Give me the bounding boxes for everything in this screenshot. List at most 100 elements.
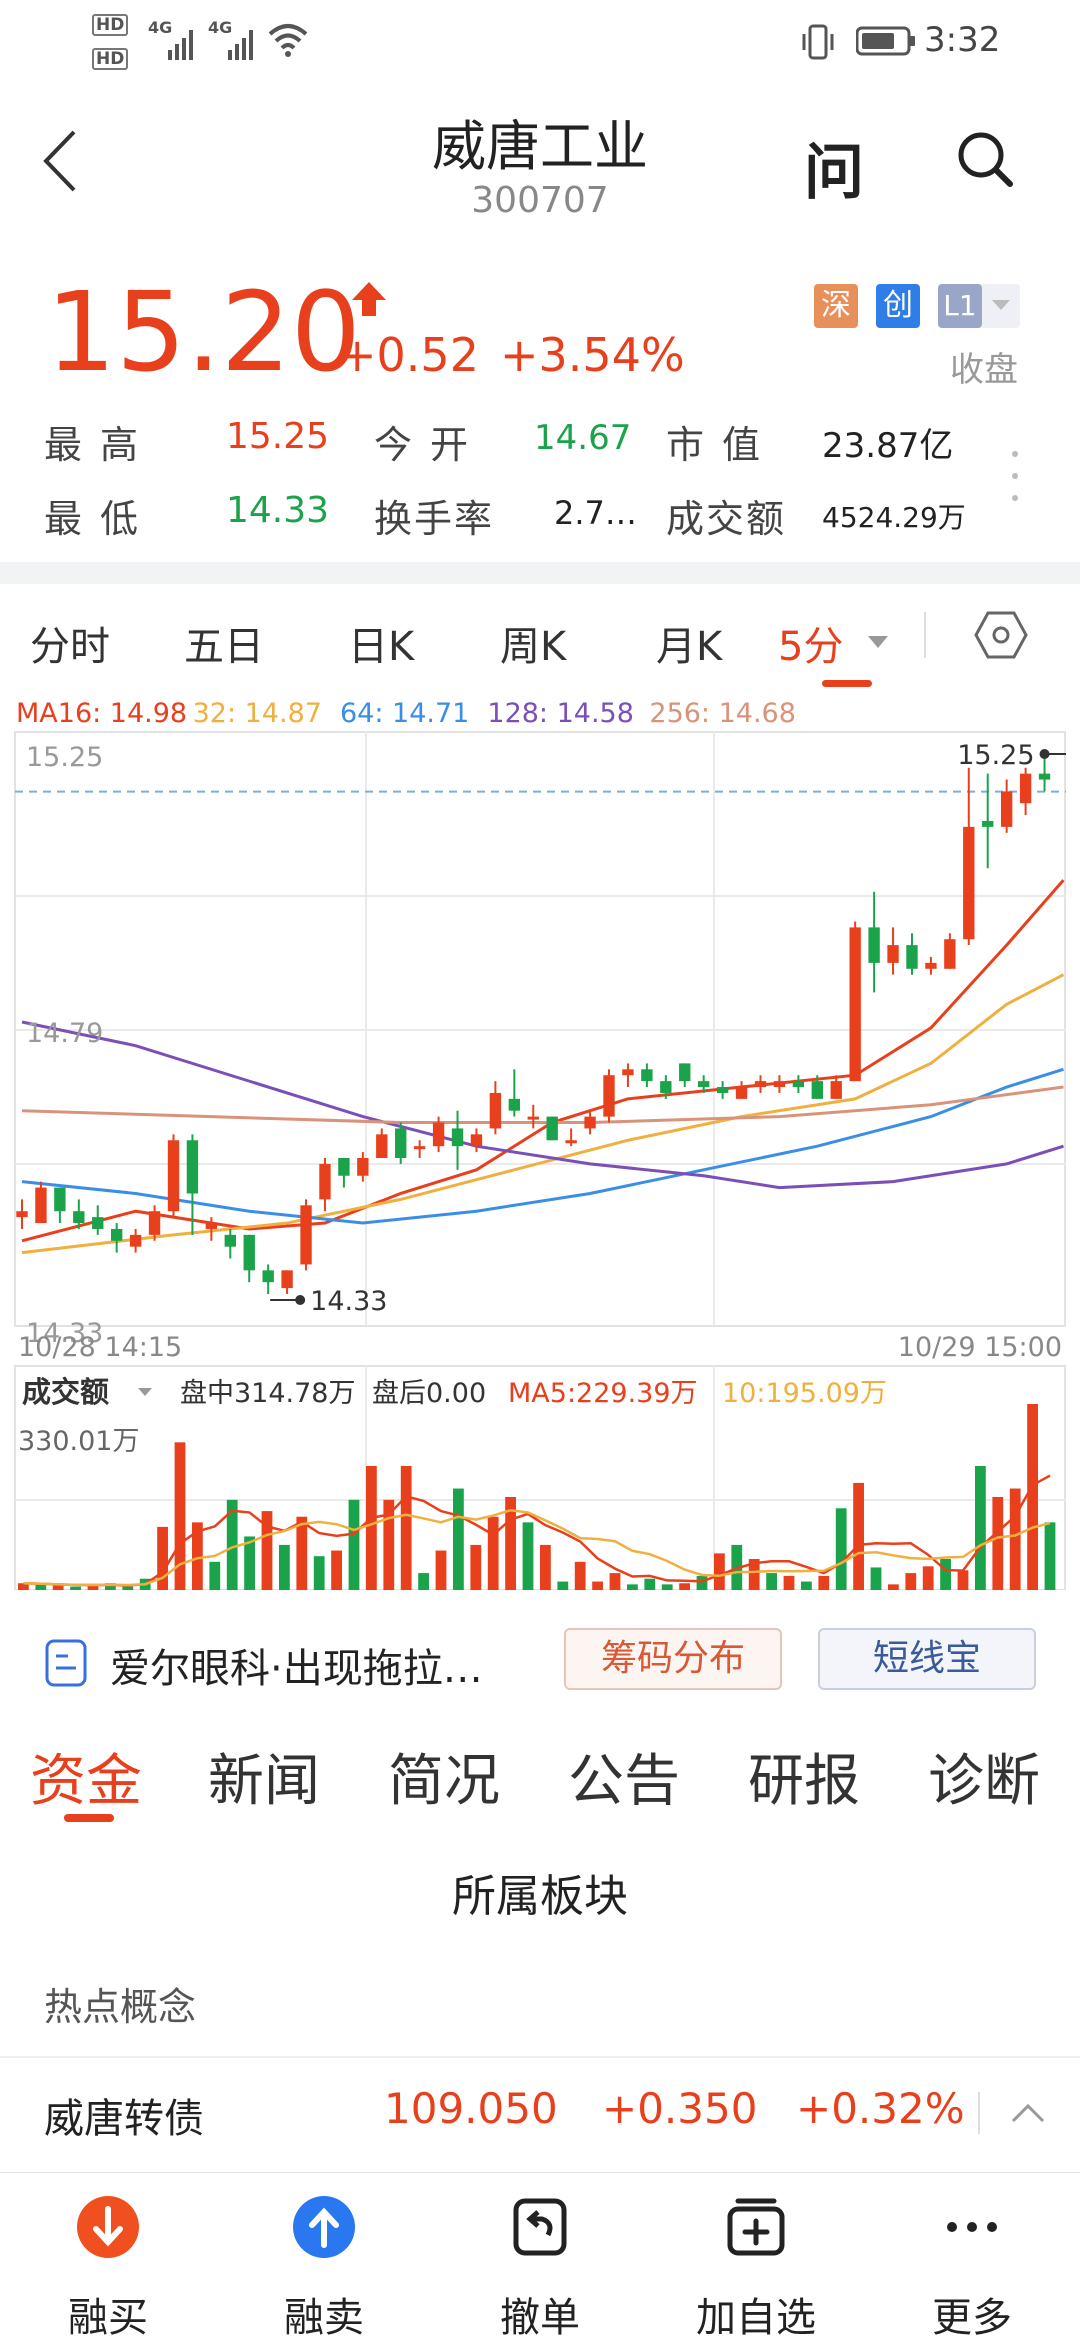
up-arrow-icon <box>352 282 386 316</box>
stat-label-mktcap: 市值 <box>666 423 779 467</box>
section-title: 所属板块 <box>452 1871 628 1922</box>
stat-label-amount: 成交额 <box>666 497 787 541</box>
volume-bar <box>383 1499 395 1590</box>
x-axis-label: 10/29 15:00 <box>898 1332 1062 1363</box>
candle <box>395 1128 407 1158</box>
tab-daily-k[interactable]: 日K <box>348 624 415 670</box>
candle <box>849 927 861 1082</box>
arrow-down-circle-icon <box>77 2196 139 2258</box>
hd-indicator: HD <box>92 14 129 36</box>
more-dots-icon <box>947 2222 997 2232</box>
margin-buy-button[interactable]: 融买 <box>18 2173 198 2341</box>
volume-bar <box>748 1559 760 1590</box>
ask-button[interactable]: 问 <box>804 138 864 208</box>
volume-bar <box>348 1499 360 1590</box>
tab-overview[interactable]: 简况 <box>388 1749 500 1814</box>
ma-line <box>21 1067 1064 1225</box>
volume-legend-item: 盘后0.00 <box>372 1378 486 1409</box>
current-price: 15.20 <box>46 268 361 396</box>
candle <box>224 1234 236 1247</box>
tab-research[interactable]: 研报 <box>748 1749 860 1814</box>
candle <box>584 1116 596 1129</box>
level-badge: L1 <box>938 284 982 328</box>
add-watchlist-button[interactable]: 加自选 <box>666 2173 846 2341</box>
bond-row[interactable]: 威唐转债 109.050 +0.350 +0.32% <box>0 2058 1080 2172</box>
bond-price: 109.050 <box>384 2084 558 2133</box>
more-button[interactable]: 更多 <box>882 2173 1062 2341</box>
level-selector[interactable]: L1 <box>938 284 1020 328</box>
news-headline[interactable]: 爱尔眼科·出现拖拉… <box>110 1646 483 1692</box>
stat-label-high: 最高 <box>44 423 157 467</box>
tab-monthly-k[interactable]: 月K <box>656 624 723 670</box>
candle <box>110 1228 123 1241</box>
volume-bar <box>313 1556 325 1590</box>
volume-bar <box>818 1575 830 1590</box>
candle <box>603 1075 615 1117</box>
market-status: 收盘 <box>950 350 1018 390</box>
candle <box>660 1081 672 1093</box>
caret-down-icon[interactable] <box>868 636 888 650</box>
volume-bar <box>835 1508 847 1590</box>
search-icon[interactable] <box>956 130 1016 190</box>
chevron-left-icon[interactable] <box>40 126 80 196</box>
undo-doc-icon <box>513 2198 567 2256</box>
volume-bar <box>261 1511 273 1590</box>
kline-chart-area[interactable]: MA16: 14.98 32: 14.87 64: 14.71 128: 14.58 2… <box>14 690 1073 1591</box>
volume-bar <box>35 1584 47 1590</box>
price-change-pct: +3.54% <box>500 328 685 382</box>
volume-bar <box>122 1586 134 1590</box>
tab-5min[interactable]: 5分 <box>778 624 844 670</box>
market-badge-gem: 创 <box>876 284 920 328</box>
volume-bar <box>661 1584 673 1590</box>
stat-value-open: 14.67 <box>534 418 632 458</box>
network-type-1: 4G <box>148 18 173 37</box>
candle <box>73 1211 85 1224</box>
tab-announcements[interactable]: 公告 <box>568 1749 680 1814</box>
ma-legend-item: 64: 14.71 <box>340 698 469 729</box>
volume-max-label: 330.01万 <box>18 1426 139 1457</box>
volume-bar <box>609 1573 621 1590</box>
settings-hexagon-icon[interactable] <box>974 610 1028 660</box>
kline-chart[interactable]: MA16: 14.98 32: 14.87 64: 14.71 128: 14.58 2… <box>14 690 1073 1591</box>
candle <box>622 1069 634 1076</box>
ma-line <box>21 1020 1064 1190</box>
volume-bar <box>905 1573 917 1590</box>
tab-weekly-k[interactable]: 周K <box>500 624 567 670</box>
cancel-order-button[interactable]: 撤单 <box>450 2173 630 2341</box>
tab-divider <box>924 612 926 658</box>
candle <box>186 1140 199 1194</box>
tab-diagnosis[interactable]: 诊断 <box>928 1749 1040 1814</box>
candle <box>319 1163 331 1200</box>
y-axis-label: 14.33 <box>26 1318 103 1349</box>
volume-bar <box>70 1586 81 1590</box>
candle <box>906 945 918 969</box>
candle <box>243 1234 255 1271</box>
volume-bar <box>574 1561 586 1590</box>
stat-label-turnover: 换手率 <box>374 497 495 541</box>
stat-label-low: 最低 <box>44 497 157 541</box>
tab-five-day[interactable]: 五日 <box>184 624 264 670</box>
period-tabs: 分时 五日 日K 周K 月K 5分 <box>0 584 1080 690</box>
short-line-button[interactable]: 短线宝 <box>818 1628 1036 1690</box>
more-vertical-icon[interactable] <box>1008 446 1022 506</box>
volume-bar <box>18 1583 29 1590</box>
tab-intraday[interactable]: 分时 <box>30 624 110 670</box>
function-tabs: 资金 新闻 简况 公告 研报 诊断 <box>0 1720 1080 1830</box>
ma-line <box>21 1085 1064 1125</box>
stock-name: 威唐工业 <box>432 115 648 178</box>
volume-bar <box>366 1466 377 1590</box>
candle <box>773 1081 786 1088</box>
margin-sell-button[interactable]: 融卖 <box>234 2173 414 2341</box>
volume-bar <box>279 1544 290 1590</box>
tab-funds[interactable]: 资金 <box>30 1749 142 1814</box>
chevron-up-icon[interactable] <box>1010 2102 1046 2124</box>
candle <box>92 1217 104 1229</box>
candle <box>357 1158 369 1176</box>
volume-bar <box>522 1522 534 1590</box>
candle <box>679 1063 691 1082</box>
tab-news[interactable]: 新闻 <box>208 1749 320 1814</box>
volume-bar <box>400 1466 412 1590</box>
chip-distribution-button[interactable]: 筹码分布 <box>564 1628 782 1690</box>
battery-icon <box>856 26 915 56</box>
